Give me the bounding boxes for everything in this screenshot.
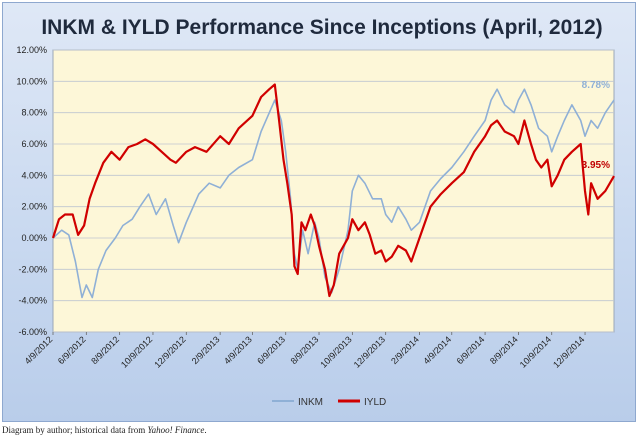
x-tick-label: 2/9/2014: [389, 334, 421, 366]
legend-label-inkm: INKM: [298, 397, 323, 408]
x-tick-label: 6/9/2014: [455, 334, 487, 366]
x-tick-label: 4/9/2013: [222, 334, 254, 366]
y-tick-label: -2.00%: [18, 264, 47, 274]
legend: INKM IYLD: [272, 397, 386, 408]
x-axis-ticks: 4/9/2012 6/9/2012 8/9/201210/9/201212/9/20…: [23, 332, 586, 370]
x-tick-label: 2/9/2013: [190, 334, 222, 366]
x-tick-label: 12/9/2013: [352, 334, 387, 369]
caption-source: Yahoo! Finance: [147, 425, 205, 435]
x-tick-label: 12/9/2012: [152, 334, 187, 369]
caption-end: .: [204, 425, 207, 435]
y-tick-label: 2.00%: [21, 202, 47, 212]
x-tick-label: 4/9/2012: [23, 334, 55, 366]
x-tick-label: 8/9/2013: [289, 334, 321, 366]
x-tick-label: 6/9/2013: [255, 334, 287, 366]
x-tick-label: 8/9/2014: [488, 334, 520, 366]
series-lines: [51, 83, 615, 299]
x-tick-label: 6/9/2012: [56, 334, 88, 366]
x-tick-label: 10/9/2012: [119, 334, 154, 369]
source-caption: Diagram by author; historical data from …: [2, 425, 207, 435]
gridlines: [53, 49, 614, 333]
y-tick-label: 4.00%: [21, 170, 47, 180]
end-label-inkm: 8.78%: [582, 80, 610, 91]
chart-title: INKM & IYLD Performance Since Inceptions…: [41, 16, 602, 39]
x-tick-label: 12/9/2014: [551, 334, 586, 369]
y-tick-label: 6.00%: [21, 139, 47, 149]
x-tick-label: 8/9/2012: [89, 334, 121, 366]
x-tick-label: 10/9/2014: [518, 334, 553, 369]
plot-area: [52, 49, 615, 333]
y-tick-label: 10.00%: [16, 76, 47, 86]
end-label-iyld: 3.95%: [582, 160, 610, 171]
y-tick-label: 8.00%: [21, 108, 47, 118]
y-tick-label: -6.00%: [18, 327, 47, 337]
y-tick-label: -4.00%: [18, 296, 47, 306]
caption-text: Diagram by author; historical data from: [2, 425, 148, 435]
y-tick-label: 0.00%: [21, 233, 47, 243]
y-tick-label: 12.00%: [16, 45, 47, 55]
y-axis-ticks: -6.00% -4.00% -2.00% 0.00% 2.00% 4.00% 6.00% 8.…: [16, 45, 47, 337]
x-tick-label: 10/9/2013: [318, 334, 353, 369]
x-tick-label: 4/9/2014: [421, 334, 453, 366]
series-line-iyld: [51, 83, 615, 298]
legend-label-iyld: IYLD: [364, 397, 386, 408]
end-value-labels: 8.78% 3.95%: [582, 80, 610, 171]
